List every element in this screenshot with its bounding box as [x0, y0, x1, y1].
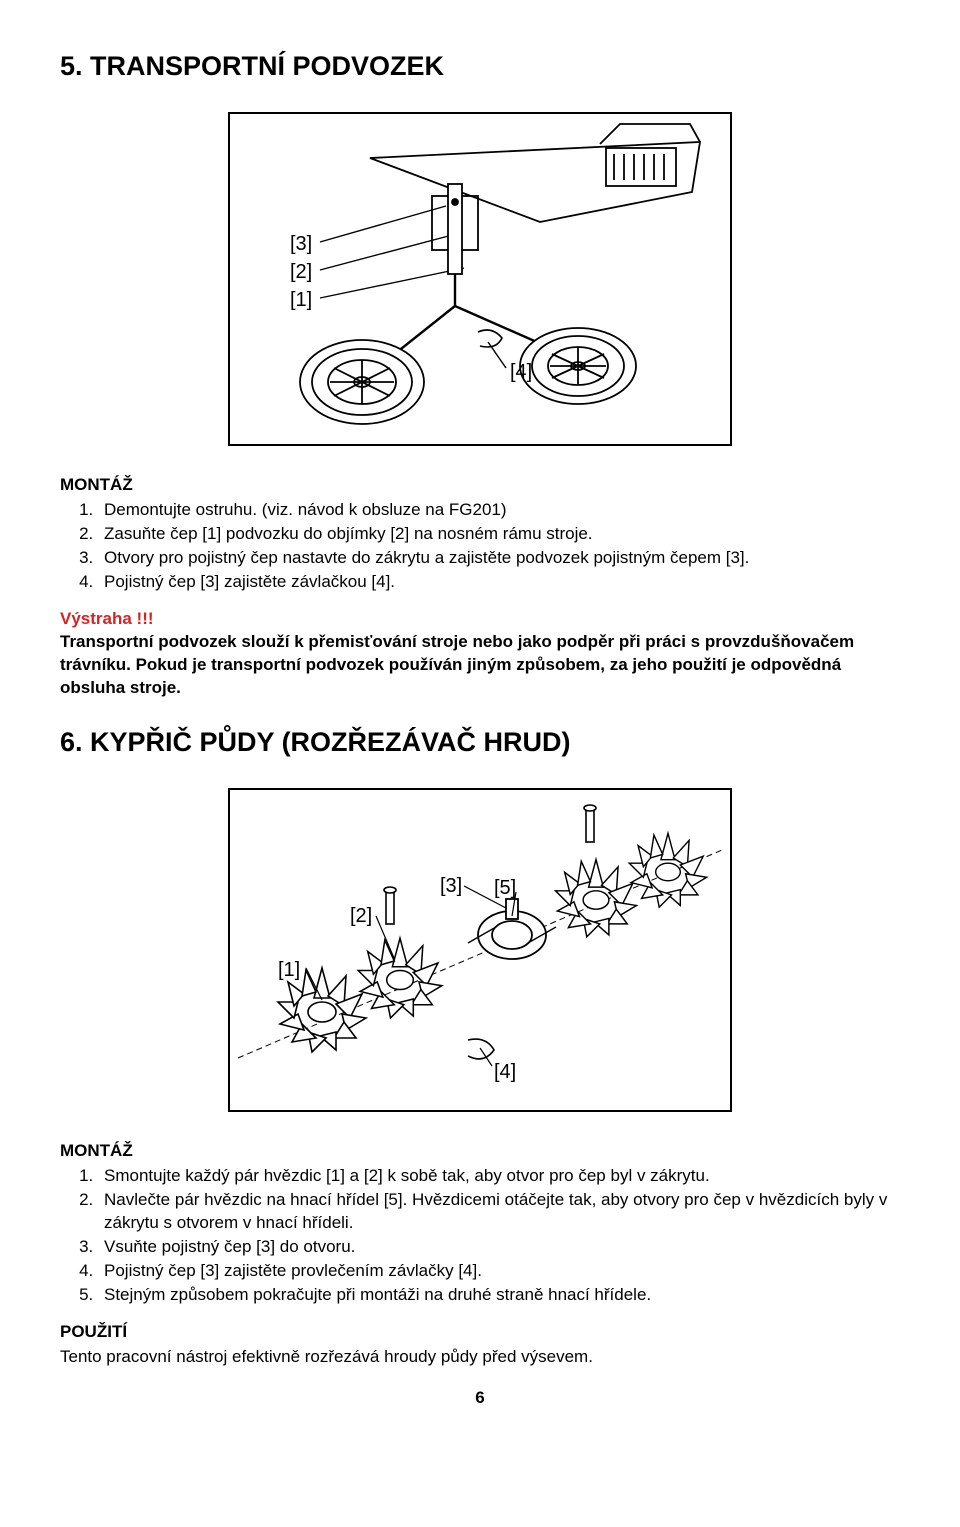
warning-body: Transportní podvozek slouží k přemisťová…: [60, 631, 900, 700]
figure-6: [1] [2] [3] [5] [4]: [228, 788, 732, 1112]
fig5-label-3: [3]: [290, 233, 312, 255]
warning-title: Výstraha !!!: [60, 608, 900, 631]
fig6-label-5: [5]: [494, 877, 516, 899]
use-heading: POUŽITÍ: [60, 1321, 900, 1344]
list-item: Demontujte ostruhu. (viz. návod k obsluz…: [98, 499, 900, 522]
list-item: Smontujte každý pár hvězdic [1] a [2] k …: [98, 1165, 900, 1188]
fig5-label-1: [1]: [290, 289, 312, 311]
list-item: Otvory pro pojistný čep nastavte do zákr…: [98, 547, 900, 570]
list-item: Pojistný čep [3] zajistěte provlečením z…: [98, 1260, 900, 1283]
section6-title: 6. KYPŘIČ PŮDY (ROZŘEZÁVAČ HRUD): [60, 724, 900, 760]
list-item: Stejným způsobem pokračujte při montáži …: [98, 1284, 900, 1307]
fig6-label-1: [1]: [278, 959, 300, 981]
fig6-label-3: [3]: [440, 875, 462, 897]
fig6-label-4: [4]: [494, 1061, 516, 1083]
section5-title: 5. TRANSPORTNÍ PODVOZEK: [60, 48, 900, 84]
section5-subheading: MONTÁŽ: [60, 474, 900, 497]
section5-list: Demontujte ostruhu. (viz. návod k obsluz…: [60, 499, 900, 594]
list-item: Pojistný čep [3] zajistěte závlačkou [4]…: [98, 571, 900, 594]
list-item: Vsuňte pojistný čep [3] do otvoru.: [98, 1236, 900, 1259]
fig5-label-4: [4]: [510, 361, 532, 383]
page-number: 6: [60, 1387, 900, 1410]
section6-subheading: MONTÁŽ: [60, 1140, 900, 1163]
list-item: Navlečte pár hvězdic na hnací hřídel [5]…: [98, 1189, 900, 1235]
section6-list: Smontujte každý pár hvězdic [1] a [2] k …: [60, 1165, 900, 1307]
list-item: Zasuňte čep [1] podvozku do objímky [2] …: [98, 523, 900, 546]
fig6-label-2: [2]: [350, 905, 372, 927]
fig5-label-2: [2]: [290, 261, 312, 283]
use-body: Tento pracovní nástroj efektivně rozřezá…: [60, 1346, 900, 1369]
figure-5: [3] [2] [1] [4]: [228, 112, 732, 446]
